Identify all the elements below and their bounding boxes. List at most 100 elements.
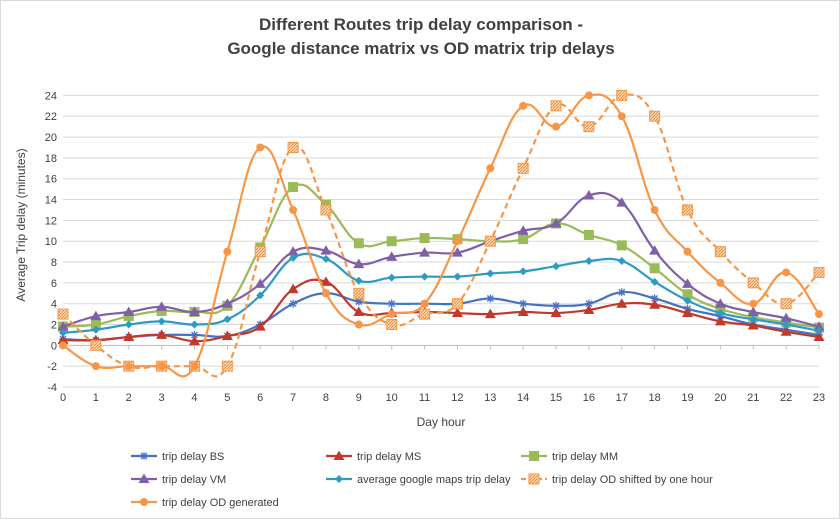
data-point-diamond-marker	[683, 296, 692, 305]
data-point-circle-marker	[140, 498, 148, 506]
data-point-triangle-marker	[123, 306, 135, 317]
y-tick-label: 14	[45, 195, 57, 207]
data-point-triangle-marker	[649, 245, 661, 255]
data-point-hatched-marker	[583, 121, 595, 133]
data-point-triangle-marker	[57, 321, 69, 331]
data-point-diamond-marker	[782, 320, 791, 329]
data-point-triangle-marker	[320, 245, 332, 255]
data-point-triangle-marker	[616, 298, 628, 308]
data-point-triangle-marker	[517, 225, 529, 235]
data-point-hatched-marker	[353, 287, 365, 299]
legend-label: trip delay OD shifted by one hour	[552, 474, 713, 486]
x-tick-label: 19	[681, 392, 693, 404]
data-point-circle-marker	[256, 143, 265, 152]
legend-label: trip delay MS	[357, 451, 421, 463]
chart-title-line2: Google distance matrix vs OD matrix trip…	[227, 39, 614, 58]
data-point-triangle-marker	[254, 278, 266, 288]
data-point-circle-marker	[584, 91, 593, 100]
data-point-circle-marker	[486, 164, 495, 173]
data-point-diamond-marker	[552, 262, 561, 271]
data-point-triangle-marker	[484, 308, 496, 319]
data-point-triangle-marker	[353, 258, 365, 269]
data-point-diamond-marker	[650, 277, 659, 286]
series-line	[62, 191, 820, 328]
x-tick-label: 15	[550, 392, 562, 404]
data-point-circle-marker	[321, 289, 330, 298]
y-tick-label: 12	[45, 215, 57, 227]
legend-item: trip delay VM	[131, 473, 226, 486]
data-point-diamond-marker	[59, 328, 67, 337]
data-point-diamond-marker	[256, 291, 265, 300]
data-point-triangle-marker	[156, 301, 168, 311]
x-tick-label: 7	[290, 392, 296, 404]
x-tick-label: 3	[159, 392, 165, 404]
data-point-hatched-marker	[386, 319, 398, 331]
data-point-diamond-marker	[91, 325, 100, 334]
data-point-star-marker	[584, 299, 593, 308]
data-point-triangle-marker	[747, 320, 759, 330]
data-point-triangle-marker	[287, 283, 299, 294]
data-point-diamond-marker	[815, 326, 823, 335]
data-point-triangle-marker	[813, 321, 825, 331]
series-lines	[57, 89, 825, 378]
data-point-triangle-marker	[419, 247, 431, 257]
x-tick-label: 18	[649, 392, 661, 404]
data-point-triangle-marker	[287, 246, 299, 256]
data-point-hatched-marker	[682, 204, 694, 216]
data-point-triangle-marker	[123, 331, 135, 342]
gridlines	[62, 94, 820, 388]
data-point-star-marker	[140, 452, 148, 460]
data-point-star-marker	[289, 299, 298, 308]
data-point-circle-marker	[617, 112, 626, 121]
chart-title-line1: Different Routes trip delay comparison -	[259, 15, 583, 34]
data-point-square-marker	[353, 238, 364, 249]
data-point-square-marker	[288, 182, 299, 193]
x-tick-label: 21	[747, 392, 759, 404]
data-point-square-marker	[682, 289, 693, 300]
data-point-diamond-marker	[486, 269, 495, 278]
data-point-circle-marker	[59, 341, 67, 350]
y-tick-label: 6	[51, 278, 57, 290]
data-point-triangle-marker	[188, 306, 200, 317]
data-point-circle-marker	[289, 205, 298, 214]
data-point-square-marker	[90, 319, 101, 330]
data-point-hatched-marker	[254, 246, 266, 258]
data-point-triangle-marker	[386, 251, 398, 261]
legend-item: trip delay BS	[131, 451, 224, 463]
data-point-triangle-marker	[188, 335, 200, 346]
data-point-triangle-marker	[550, 307, 562, 318]
data-point-triangle-marker	[649, 299, 661, 309]
data-point-triangle-marker	[221, 330, 233, 340]
data-point-triangle-marker	[682, 278, 694, 288]
y-tick-label: 16	[45, 174, 57, 186]
data-point-diamond-marker	[453, 272, 462, 281]
data-point-diamond-marker	[749, 315, 758, 324]
data-point-circle-marker	[223, 247, 232, 256]
x-tick-label: 4	[191, 392, 197, 404]
data-point-circle-marker	[190, 362, 199, 371]
data-point-diamond-marker	[387, 273, 396, 282]
series-line	[62, 252, 820, 334]
data-point-triangle-marker	[583, 189, 595, 200]
data-point-hatched-marker	[780, 298, 792, 310]
x-tick-label: 10	[386, 392, 398, 404]
y-tick-label: -4	[47, 382, 57, 394]
data-point-triangle-marker	[451, 247, 463, 257]
x-tick-label: 0	[60, 392, 66, 404]
data-point-diamond-marker	[157, 317, 166, 326]
series-line	[62, 290, 820, 342]
data-point-circle-marker	[815, 310, 823, 319]
data-point-hatched-marker	[649, 110, 661, 122]
y-tick-label: 2	[51, 320, 57, 332]
legend-label: trip delay MM	[552, 451, 618, 463]
data-point-diamond-marker	[519, 267, 528, 276]
data-point-diamond-marker	[354, 276, 363, 285]
data-point-triangle-marker	[221, 298, 233, 308]
data-point-triangle-marker	[813, 331, 825, 342]
data-point-hatched-marker	[517, 162, 529, 174]
data-point-triangle-marker	[616, 197, 628, 207]
data-point-square-marker	[386, 236, 397, 247]
x-tick-label: 13	[484, 392, 496, 404]
